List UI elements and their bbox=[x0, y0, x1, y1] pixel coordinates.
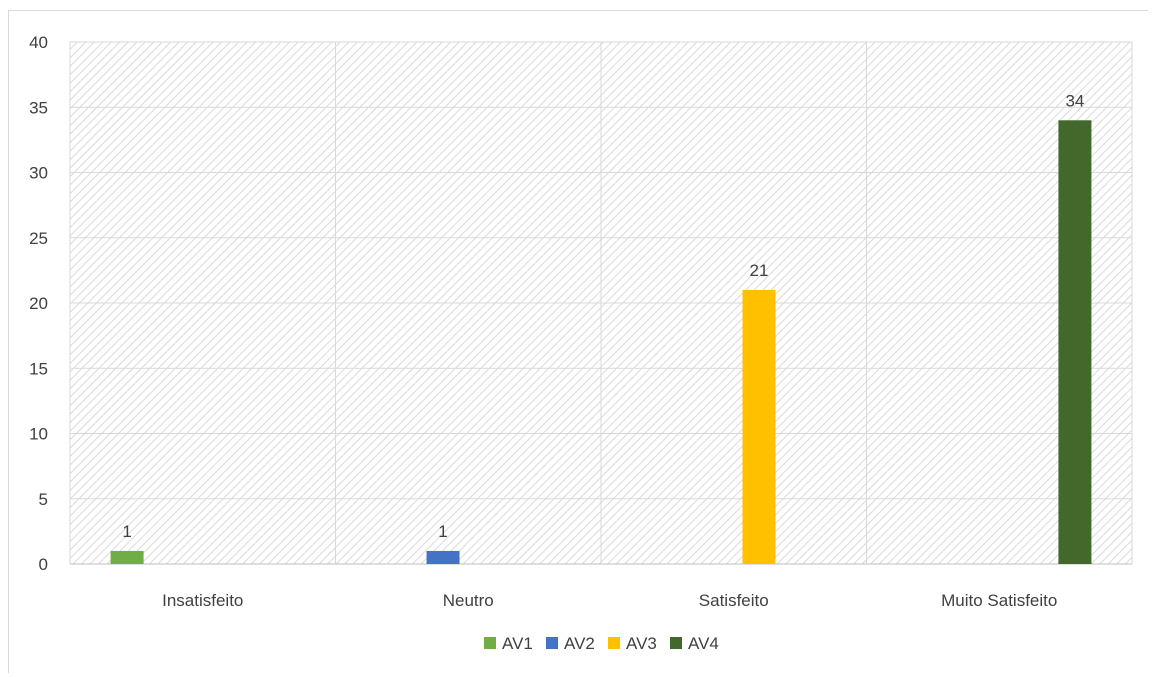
y-tick-label: 20 bbox=[29, 294, 48, 313]
y-tick-label: 0 bbox=[39, 555, 48, 574]
bar-av1 bbox=[110, 550, 144, 564]
x-category-label: Muito Satisfeito bbox=[941, 591, 1057, 610]
y-tick-label: 5 bbox=[39, 490, 48, 509]
legend-label: AV4 bbox=[688, 634, 719, 653]
y-tick-label: 15 bbox=[29, 359, 48, 378]
legend-swatch-av4 bbox=[670, 637, 682, 649]
legend-swatch-av1 bbox=[484, 637, 496, 649]
x-category-label: Neutro bbox=[443, 591, 494, 610]
x-category-label: Satisfeito bbox=[699, 591, 769, 610]
legend-swatch-av3 bbox=[608, 637, 620, 649]
y-tick-label: 10 bbox=[29, 425, 48, 444]
legend: AV1 AV2 AV3 AV4 bbox=[484, 634, 719, 653]
data-label: 21 bbox=[750, 261, 769, 280]
y-tick-label: 25 bbox=[29, 229, 48, 248]
chart-frame bbox=[8, 10, 1148, 673]
bar-av4 bbox=[1058, 120, 1092, 565]
bar-av3 bbox=[742, 289, 776, 564]
legend-label: AV3 bbox=[626, 634, 657, 653]
data-label: 1 bbox=[122, 522, 131, 541]
y-tick-label: 30 bbox=[29, 164, 48, 183]
y-tick-label: 40 bbox=[29, 33, 48, 52]
y-tick-label: 35 bbox=[29, 98, 48, 117]
data-label: 34 bbox=[1065, 91, 1084, 110]
data-label: 1 bbox=[438, 522, 447, 541]
bar-av2 bbox=[426, 550, 460, 564]
legend-swatch-av2 bbox=[546, 637, 558, 649]
x-category-label: Insatisfeito bbox=[162, 591, 243, 610]
legend-label: AV2 bbox=[564, 634, 595, 653]
legend-label: AV1 bbox=[502, 634, 533, 653]
